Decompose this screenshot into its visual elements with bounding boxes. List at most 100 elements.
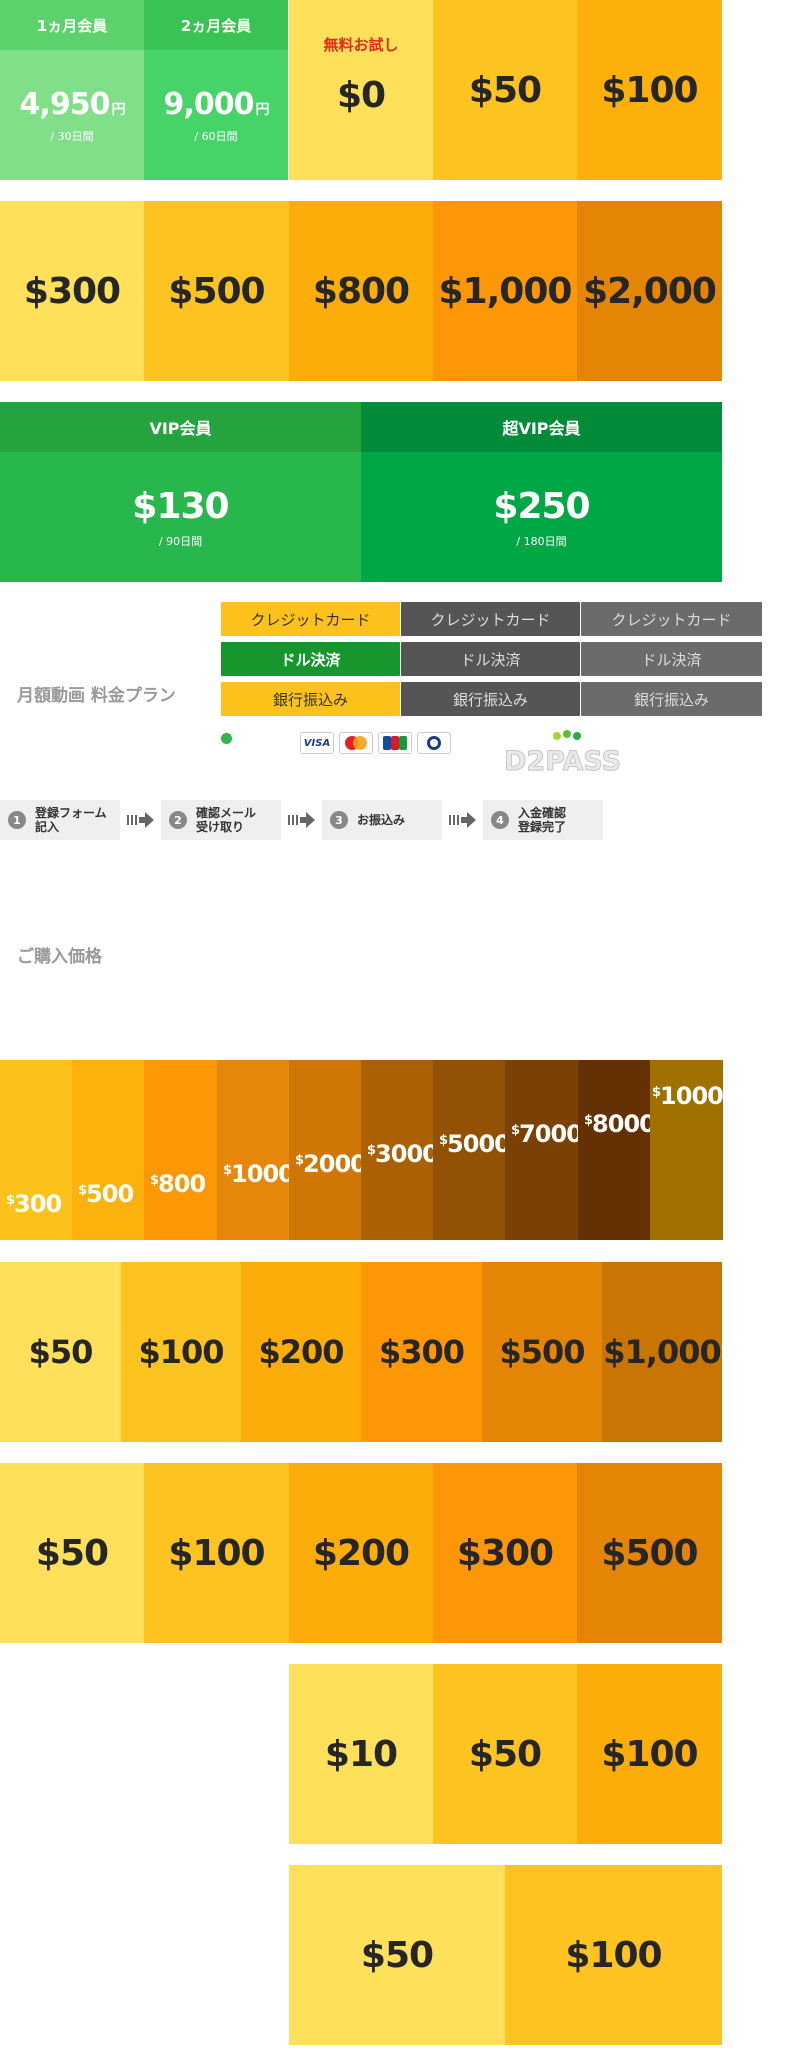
price-label: $50 xyxy=(360,1934,434,1976)
price-tile[interactable]: $100 xyxy=(144,1463,289,1643)
dollar-payment-option[interactable]: ドル決済 xyxy=(221,642,400,676)
plan-section-title: 月額動画 料金プラン xyxy=(17,686,176,706)
bank-transfer-option[interactable]: 銀行振込み xyxy=(401,682,580,716)
price-label: $300 xyxy=(456,1532,554,1574)
dollar-payment-option[interactable]: ドル決済 xyxy=(581,642,762,676)
gradient-price-label: $8000 xyxy=(584,1110,656,1138)
gradient-price-tile[interactable]: $5000 xyxy=(433,1060,511,1240)
gradient-price-tile[interactable]: $500 xyxy=(72,1060,145,1240)
price-tile[interactable]: $50 xyxy=(0,1463,144,1643)
gradient-price-tile[interactable]: $800 xyxy=(144,1060,217,1240)
price-label: $50 xyxy=(35,1532,109,1574)
price-tile[interactable]: $200 xyxy=(289,1463,433,1643)
price-tile[interactable]: $800 xyxy=(289,201,433,381)
price-tile[interactable]: $10 xyxy=(289,1664,433,1844)
gradient-price-label: $500 xyxy=(78,1180,134,1208)
gradient-price-tile[interactable]: $8000 xyxy=(578,1060,656,1240)
gradient-price-tile[interactable]: $300 xyxy=(0,1060,73,1240)
gradient-price-tile[interactable]: $7000 xyxy=(505,1060,583,1240)
price-tile[interactable]: $1,000 xyxy=(433,201,577,381)
gradient-price-label: $1000 xyxy=(223,1160,295,1188)
plan-1-month-header: 1ヵ月会員 xyxy=(0,0,144,50)
step-text: お振込み xyxy=(357,813,406,827)
price-tile[interactable]: $500 xyxy=(482,1262,602,1442)
price-label: $800 xyxy=(312,270,410,312)
vip-plan-period: / 90日間 xyxy=(158,534,203,548)
price-label: $200 xyxy=(312,1532,410,1574)
super-vip-plan-header: 超VIP会員 xyxy=(361,402,722,452)
price-label: $100 xyxy=(601,1733,698,1775)
price-tile[interactable]: $300 xyxy=(433,1463,577,1643)
mastercard-icon xyxy=(339,732,373,754)
price-tile[interactable]: $50 xyxy=(289,1865,505,2045)
price-label: $100 xyxy=(565,1934,662,1976)
price-label: $500 xyxy=(601,1532,698,1574)
gradient-price-label: $7000 xyxy=(511,1120,583,1148)
credit-card-option[interactable]: クレジットカード xyxy=(401,602,580,636)
price-tile[interactable]: $1,000 xyxy=(602,1262,722,1442)
bank-transfer-option[interactable]: 銀行振込み xyxy=(581,682,762,716)
price-tile[interactable]: $50 xyxy=(433,0,577,180)
price-label: $50 xyxy=(28,1333,94,1371)
price-tile[interactable]: $2,000 xyxy=(577,201,722,381)
d2pass-logo: D2PASS xyxy=(500,728,622,778)
price-tile[interactable]: $100 xyxy=(577,1664,722,1844)
gradient-price-tile[interactable]: $3000 xyxy=(361,1060,439,1240)
arrow-right-icon xyxy=(127,812,154,828)
step-number: 1 xyxy=(8,811,26,829)
price-tile[interactable]: $500 xyxy=(144,201,289,381)
gradient-price-tile[interactable]: $1000 xyxy=(217,1060,295,1240)
price-label: $1,000 xyxy=(438,270,573,312)
vip-plan[interactable]: VIP会員 $130 / 90日間 xyxy=(0,402,361,582)
bank-transfer-option[interactable]: 銀行振込み xyxy=(221,682,400,716)
gradient-price-tile[interactable]: $2000 xyxy=(289,1060,367,1240)
step-2: 2 確認メール 受け取り xyxy=(161,800,281,840)
step-3: 3 お振込み xyxy=(322,800,442,840)
step-4: 4 入金確認 登録完了 xyxy=(483,800,603,840)
vip-plan-header: VIP会員 xyxy=(0,402,361,452)
plan-2-month[interactable]: 2ヵ月会員 9,000 円 / 60日間 xyxy=(144,0,288,180)
price-label: $300 xyxy=(378,1333,465,1371)
price-tile[interactable]: $300 xyxy=(361,1262,482,1442)
plan-1-month[interactable]: 1ヵ月会員 4,950 円 / 30日間 xyxy=(0,0,144,180)
price-label: $100 xyxy=(601,69,698,111)
arrow-right-icon xyxy=(288,812,315,828)
diners-card-icon xyxy=(417,732,451,754)
gradient-price-label: $800 xyxy=(150,1170,206,1198)
price-label: $500 xyxy=(499,1333,585,1371)
step-text: 登録フォーム 記入 xyxy=(35,806,107,834)
plan-2-month-price: 9,000 円 xyxy=(163,86,270,122)
plan-1-month-price: 4,950 円 xyxy=(19,86,126,122)
trial-price: $0 xyxy=(336,75,386,116)
price-label: $500 xyxy=(168,270,265,312)
price-tile[interactable]: $100 xyxy=(121,1262,241,1442)
credit-card-option[interactable]: クレジットカード xyxy=(221,602,400,636)
price-label: $100 xyxy=(138,1333,224,1371)
arrow-right-icon xyxy=(449,812,476,828)
trial-tile[interactable]: 無料お試し $0 xyxy=(289,0,433,180)
price-tile[interactable]: $200 xyxy=(241,1262,361,1442)
plan-2-month-period: / 60日間 xyxy=(194,129,238,143)
price-label: $200 xyxy=(258,1333,344,1371)
price-label: $10 xyxy=(324,1733,398,1775)
price-label: $50 xyxy=(468,69,542,111)
price-label: $50 xyxy=(468,1733,542,1775)
price-tile[interactable]: $500 xyxy=(577,1463,722,1643)
jcb-card-icon xyxy=(378,732,412,754)
price-tile[interactable]: $100 xyxy=(577,0,722,180)
gradient-price-label: $300 xyxy=(6,1190,62,1218)
price-label: $100 xyxy=(168,1532,265,1574)
price-tile[interactable]: $50 xyxy=(433,1664,577,1844)
dollar-payment-option[interactable]: ドル決済 xyxy=(401,642,580,676)
trial-label: 無料お試し xyxy=(323,36,399,54)
step-1: 1 登録フォーム 記入 xyxy=(0,800,120,840)
price-tile[interactable]: $100 xyxy=(505,1865,722,2045)
credit-card-option[interactable]: クレジットカード xyxy=(581,602,762,636)
purchase-price-title: ご購入価格 xyxy=(17,947,102,967)
super-vip-plan[interactable]: 超VIP会員 $250 / 180日間 xyxy=(361,402,722,582)
step-text: 確認メール 受け取り xyxy=(196,806,257,834)
price-label: $2,000 xyxy=(583,270,717,312)
price-tile[interactable]: $50 xyxy=(0,1262,121,1442)
price-tile[interactable]: $300 xyxy=(0,201,144,381)
gradient-price-tile[interactable]: $10000 xyxy=(650,1060,740,1240)
